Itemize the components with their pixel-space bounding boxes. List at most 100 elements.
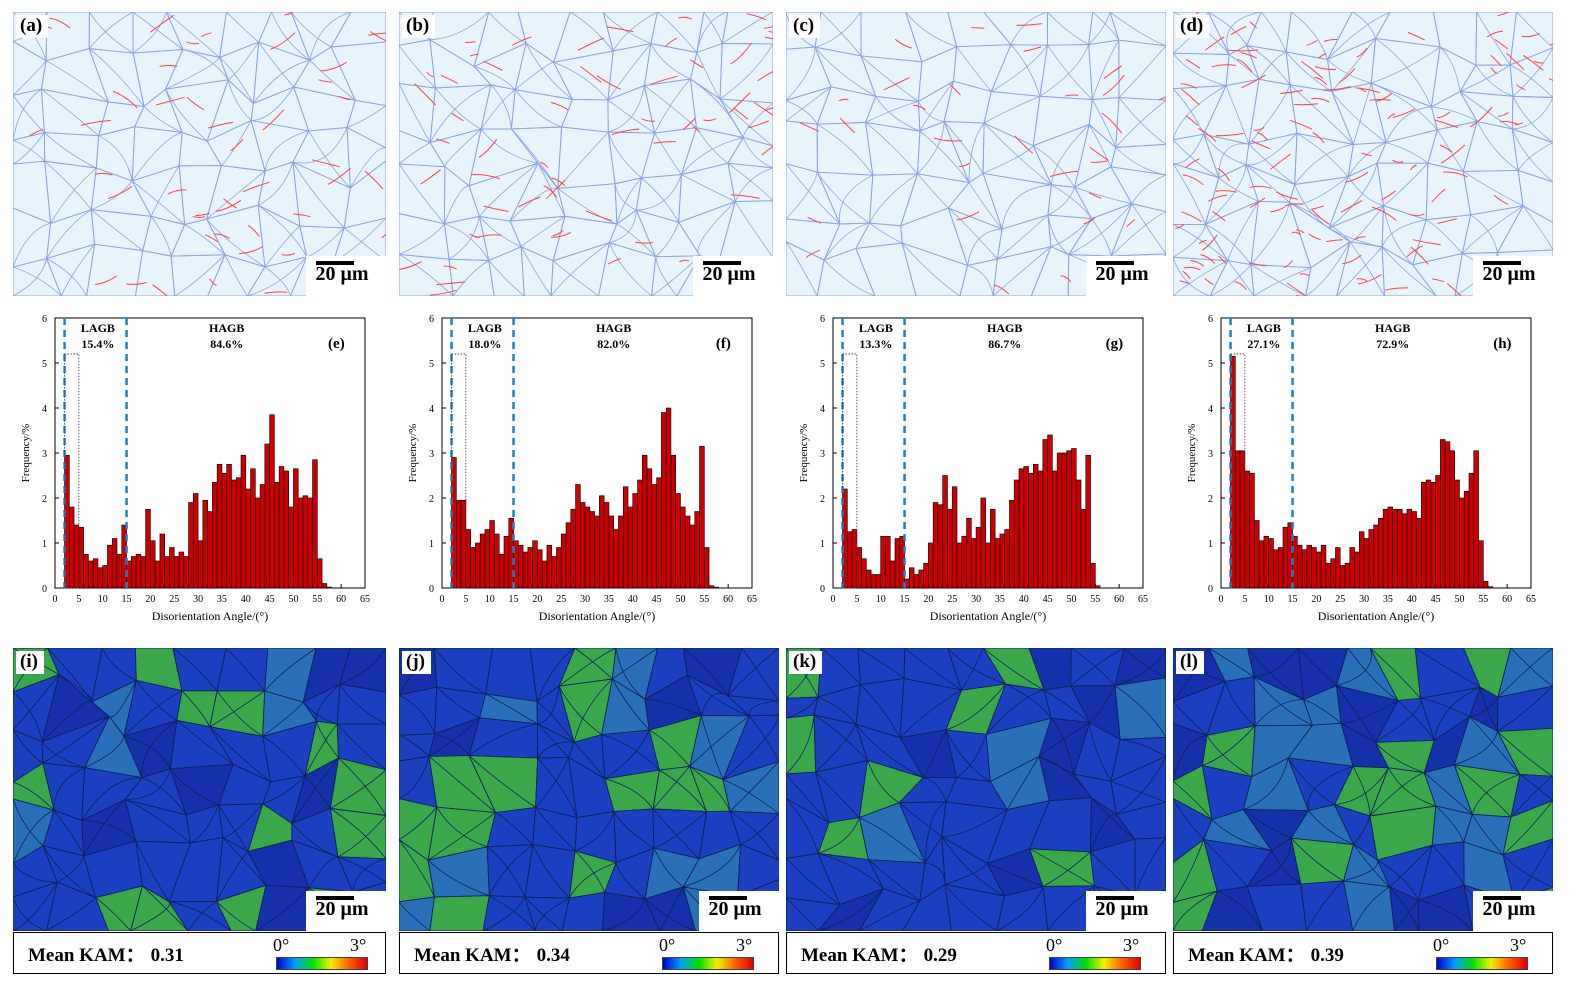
histogram-bar	[1056, 452, 1063, 589]
histogram-bar	[164, 556, 170, 589]
histogram-bar	[116, 553, 123, 589]
histogram-bar	[551, 556, 557, 589]
x-tick-label: 0	[1219, 594, 1224, 605]
histogram-bar	[1354, 551, 1360, 589]
y-tick-label: 3	[429, 449, 434, 460]
histogram-bar	[608, 515, 614, 589]
histogram-panel-label: (f)	[716, 336, 731, 352]
grain-cells	[399, 12, 773, 296]
scale-bar-label: 20 μm	[702, 263, 756, 285]
histogram-bar	[1478, 540, 1484, 589]
panel-label-c: (c)	[789, 15, 821, 38]
histogram-bar	[527, 547, 533, 589]
y-tick-label: 3	[1208, 449, 1213, 460]
histogram-bar	[283, 470, 289, 589]
panel-label-a: (a)	[16, 15, 49, 38]
histogram-bar	[570, 508, 576, 589]
histogram-bar	[92, 558, 99, 589]
histogram-bar	[975, 526, 982, 589]
histogram-bar	[1258, 540, 1265, 589]
x-tick-label: 45	[265, 594, 275, 605]
x-tick-label: 35	[995, 594, 1005, 605]
histogram-bar	[240, 454, 247, 589]
x-tick-label: 55	[1090, 594, 1100, 605]
histogram-bar	[870, 574, 877, 589]
histogram-bar	[317, 558, 323, 589]
histogram-bar	[88, 560, 94, 589]
y-axis-label: Frequency/%	[20, 424, 32, 483]
histogram-bar	[178, 551, 185, 589]
histogram-panel-label: (e)	[328, 336, 345, 352]
histogram-bar	[1368, 529, 1374, 589]
histogram-bar	[107, 544, 113, 589]
grain-cells	[786, 12, 1166, 296]
histogram-bar	[1254, 520, 1260, 589]
histogram-bar	[980, 497, 986, 589]
x-tick-label: 20	[145, 594, 155, 605]
histogram-bar	[278, 466, 285, 589]
histogram-bar	[1335, 547, 1341, 589]
kam-grain-network	[1173, 648, 1553, 931]
x-tick-label: 60	[336, 594, 346, 605]
histogram-bar	[1297, 544, 1303, 589]
y-tick-label: 6	[429, 314, 434, 325]
histogram-bar	[140, 556, 146, 589]
histogram-bar	[1042, 439, 1048, 589]
y-tick-label: 2	[429, 494, 434, 505]
histogram-bar	[861, 558, 867, 589]
y-tick-label: 5	[820, 359, 825, 370]
histogram-bar	[689, 524, 696, 589]
x-tick-label: 30	[193, 594, 203, 605]
histogram-bar	[889, 560, 896, 589]
kam-map-i: (i) 20 μm	[13, 648, 386, 931]
histogram-bar	[589, 511, 595, 589]
x-tick-label: 65	[1138, 594, 1148, 605]
histogram-bar	[556, 547, 562, 589]
x-tick-label: 25	[169, 594, 179, 605]
x-tick-label: 5	[463, 594, 468, 605]
lagb-label: LAGB	[859, 321, 893, 335]
histogram-h: 0 1 2 3 4 5 6 0 5 10 15 20 25 30 35 40 45 50 55 60 65 LAGB 27.…	[1176, 310, 1556, 632]
x-tick-label: 25	[947, 594, 957, 605]
histogram-bar	[193, 493, 199, 589]
x-tick-label: 0	[53, 594, 58, 605]
lagb-segments	[1175, 12, 1553, 296]
histogram-bar	[942, 475, 948, 589]
histogram-bar	[971, 538, 977, 589]
hagb-percent: 72.9%	[1376, 337, 1409, 351]
histogram-bar	[575, 484, 581, 589]
panel-label-i: (i)	[16, 651, 44, 674]
kam-grain-network	[13, 648, 386, 931]
hagb-label: HAGB	[1375, 321, 1410, 335]
scale-bar-label: 20 μm	[315, 263, 369, 285]
x-tick-label: 50	[675, 594, 685, 605]
histogram-bar	[1066, 450, 1072, 589]
kam-legend-j: Mean KAM： 0.34 0° 3°	[399, 932, 779, 974]
histogram-bar	[269, 414, 275, 589]
x-tick-label: 35	[217, 594, 227, 605]
histogram-bar	[1459, 497, 1465, 589]
histogram-bar	[1401, 513, 1408, 589]
low-angle-highlight-box	[451, 353, 467, 589]
histogram-bar	[207, 511, 213, 589]
colorbar-min-label: 0°	[273, 935, 290, 955]
histogram-panel-label: (h)	[1493, 336, 1511, 352]
scale-bar: 20 μm	[1473, 256, 1553, 296]
x-tick-label: 60	[1502, 594, 1512, 605]
histogram-bar	[1085, 454, 1091, 589]
colorbar-max-label: 3°	[736, 935, 753, 955]
histogram-bar	[288, 506, 294, 589]
histogram-bar	[470, 547, 476, 589]
y-tick-label: 2	[820, 494, 825, 505]
histogram-bar	[1406, 508, 1413, 589]
mean-kam-value: 0.31	[150, 945, 184, 966]
x-tick-label: 45	[652, 594, 662, 605]
grain-cells	[1173, 648, 1553, 931]
histogram-bar	[546, 544, 552, 589]
histogram-bar	[1075, 479, 1082, 589]
histogram-bar	[1004, 529, 1010, 589]
colorbar-min-label: 0°	[1433, 935, 1450, 955]
histogram-bar	[580, 502, 586, 589]
hagb-label: HAGB	[596, 321, 631, 335]
histogram-bar	[1344, 562, 1351, 589]
